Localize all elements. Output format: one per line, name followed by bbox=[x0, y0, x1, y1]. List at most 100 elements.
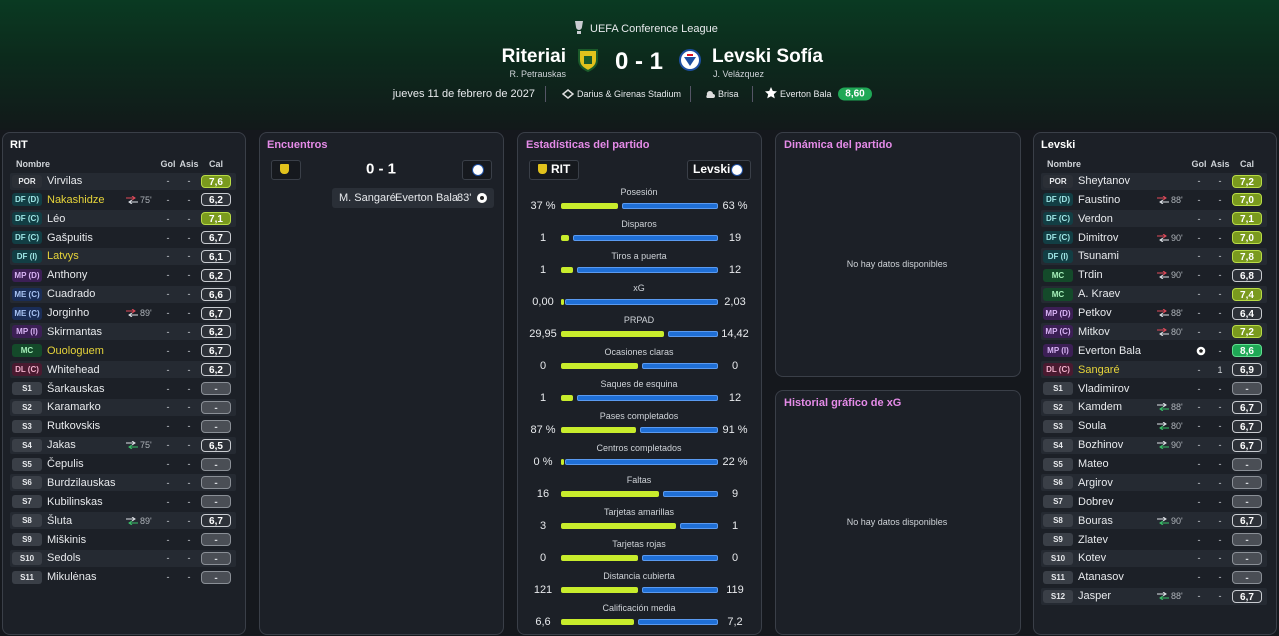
player-name[interactable]: Bouras bbox=[1078, 514, 1113, 527]
player-name[interactable]: Kotev bbox=[1078, 552, 1107, 565]
player-name[interactable]: Verdon bbox=[1078, 212, 1113, 225]
player-name[interactable]: Ouologuem bbox=[47, 344, 104, 357]
player-row bbox=[10, 266, 236, 284]
player-name[interactable]: Latvys bbox=[47, 250, 79, 263]
player-name[interactable]: Whitehead bbox=[47, 363, 100, 376]
goals: - bbox=[166, 440, 170, 451]
player-name[interactable]: Burdzilauskas bbox=[47, 476, 116, 489]
player-name[interactable]: Vladimirov bbox=[1078, 382, 1130, 395]
lineup-title: RIT bbox=[10, 139, 28, 151]
player-name[interactable]: Šluta bbox=[47, 514, 73, 527]
player-name[interactable]: Soula bbox=[1078, 420, 1107, 433]
stat-bar-home bbox=[561, 459, 564, 465]
position-badge: S4 bbox=[12, 438, 42, 452]
assists: - bbox=[187, 213, 191, 224]
player-name[interactable]: Nakashidze bbox=[47, 193, 105, 206]
goals: - bbox=[166, 421, 170, 432]
assists: - bbox=[187, 176, 191, 186]
player-name[interactable]: Skirmantas bbox=[47, 325, 103, 338]
player-name[interactable]: Mateo bbox=[1078, 458, 1109, 471]
player-row bbox=[10, 304, 236, 322]
player-name[interactable]: Miškinis bbox=[47, 533, 87, 546]
player-name[interactable]: Zlatev bbox=[1078, 533, 1108, 546]
position-badge: DF (I) bbox=[1043, 249, 1073, 263]
sub-icon bbox=[126, 516, 138, 525]
player-name[interactable]: Tsunami bbox=[1078, 250, 1119, 263]
position-badge: DF (D) bbox=[1043, 193, 1073, 207]
rating: 6,5 bbox=[201, 438, 231, 452]
stat-bar-away bbox=[565, 459, 718, 465]
assists: - bbox=[187, 251, 191, 262]
player-name[interactable]: Dimitrov bbox=[1078, 231, 1119, 244]
player-name[interactable]: Atanasov bbox=[1078, 571, 1124, 584]
player-name[interactable]: Gašpuitis bbox=[47, 231, 93, 244]
position-badge: MP (D) bbox=[1043, 306, 1073, 320]
player-name[interactable]: Mikulėnas bbox=[47, 571, 97, 584]
assists: - bbox=[187, 553, 191, 564]
player-name[interactable]: Virvilas bbox=[47, 175, 83, 187]
assists: - bbox=[1218, 477, 1222, 488]
player-name[interactable]: Jakas bbox=[47, 439, 76, 452]
stat-bar-away bbox=[639, 427, 718, 433]
assists: - bbox=[187, 194, 191, 205]
rating: - bbox=[1232, 570, 1262, 584]
player-name[interactable]: A. Kraev bbox=[1078, 288, 1121, 301]
player-name[interactable]: Jorginho bbox=[47, 307, 90, 320]
assists: - bbox=[1218, 572, 1222, 583]
player-row bbox=[10, 247, 236, 265]
goals: - bbox=[1197, 251, 1201, 262]
player-name[interactable]: Bozhinov bbox=[1078, 439, 1124, 452]
sub-minute: 90' bbox=[1171, 440, 1183, 451]
player-name[interactable]: Čepulis bbox=[47, 458, 84, 471]
player-name[interactable]: Léo bbox=[47, 212, 66, 225]
rating: 6,2 bbox=[201, 363, 231, 377]
player-row bbox=[1041, 417, 1267, 435]
player-name[interactable]: Kamdem bbox=[1078, 401, 1123, 414]
stat-home-value: 29,95 bbox=[529, 328, 557, 340]
player-name[interactable]: Petkov bbox=[1078, 307, 1112, 320]
stats-away: Levski bbox=[693, 162, 731, 176]
player-name[interactable]: Šarkauskas bbox=[47, 382, 105, 395]
rating: 7,1 bbox=[1232, 212, 1262, 226]
stat-home-value: 1 bbox=[539, 392, 547, 404]
stadium: Darius & Girenas Stadium bbox=[577, 89, 682, 99]
panel-title: Historial gráfico de xG bbox=[784, 397, 902, 409]
player-row bbox=[10, 493, 236, 511]
home-crest-small bbox=[538, 164, 547, 174]
player-name[interactable]: Jasper bbox=[1078, 590, 1112, 603]
player-name[interactable]: Trdin bbox=[1078, 269, 1103, 282]
stat-bar-away bbox=[679, 523, 718, 529]
player-name[interactable]: Sangaré bbox=[1078, 363, 1120, 376]
sub-minute: 90' bbox=[1171, 232, 1183, 243]
position-badge: POR bbox=[1043, 174, 1073, 188]
rating: - bbox=[201, 419, 231, 433]
separator bbox=[752, 86, 753, 102]
assists: - bbox=[187, 496, 191, 507]
player-name[interactable]: Anthony bbox=[47, 269, 88, 282]
stat-bar-away bbox=[572, 235, 718, 241]
column-header: Nombre bbox=[1047, 159, 1082, 169]
goals: - bbox=[1197, 176, 1201, 186]
player-name[interactable]: Karamarko bbox=[47, 401, 101, 414]
goals: - bbox=[166, 213, 170, 224]
player-row bbox=[10, 229, 236, 247]
player-name[interactable]: Kubilinskas bbox=[47, 495, 103, 508]
assists: - bbox=[1218, 308, 1222, 319]
assists: - bbox=[1218, 459, 1222, 470]
position-badge: DF (C) bbox=[1043, 212, 1073, 226]
player-name[interactable]: Everton Bala bbox=[1078, 344, 1141, 357]
player-name[interactable]: Sedols bbox=[47, 552, 81, 565]
column-header: Asis bbox=[1210, 159, 1230, 169]
rating: 6,7 bbox=[1232, 419, 1262, 433]
empty-message: No hay datos disponibles bbox=[846, 259, 948, 269]
competition-logo bbox=[575, 21, 583, 34]
player-name[interactable]: Argirov bbox=[1078, 476, 1113, 489]
stat-bar-away bbox=[642, 587, 718, 593]
player-name[interactable]: Mitkov bbox=[1078, 325, 1110, 338]
player-name[interactable]: Dobrev bbox=[1078, 495, 1114, 508]
player-name[interactable]: Faustino bbox=[1078, 193, 1121, 206]
player-name[interactable]: Sheytanov bbox=[1078, 175, 1130, 187]
player-name[interactable]: Rutkovskis bbox=[47, 420, 101, 433]
player-name[interactable]: Cuadrado bbox=[47, 288, 96, 301]
stat-home-value: 87 % bbox=[530, 424, 556, 436]
